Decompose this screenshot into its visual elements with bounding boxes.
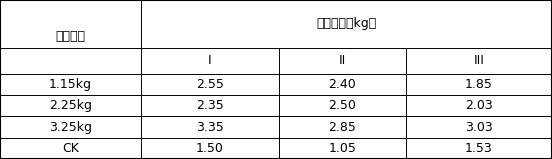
Text: 2.25kg: 2.25kg	[49, 99, 92, 112]
Text: 2.40: 2.40	[328, 78, 356, 91]
Text: 1.15kg: 1.15kg	[49, 78, 92, 91]
Text: 1.50: 1.50	[196, 142, 224, 155]
Text: 2.55: 2.55	[196, 78, 224, 91]
Text: 1.05: 1.05	[328, 142, 356, 155]
Text: III: III	[474, 54, 484, 67]
Text: 2.50: 2.50	[328, 99, 356, 112]
Text: 小区产量（kg）: 小区产量（kg）	[316, 17, 376, 30]
Text: 3.25kg: 3.25kg	[49, 121, 92, 134]
Text: 3.03: 3.03	[465, 121, 493, 134]
Text: 3.35: 3.35	[196, 121, 224, 134]
Text: II: II	[338, 54, 346, 67]
Text: CK: CK	[62, 142, 79, 155]
Text: 2.03: 2.03	[465, 99, 493, 112]
Text: I: I	[208, 54, 211, 67]
Text: 2.35: 2.35	[196, 99, 224, 112]
Text: 施肥处理: 施肥处理	[55, 31, 86, 43]
Text: 1.85: 1.85	[465, 78, 493, 91]
Text: 2.85: 2.85	[328, 121, 356, 134]
Text: 1.53: 1.53	[465, 142, 493, 155]
